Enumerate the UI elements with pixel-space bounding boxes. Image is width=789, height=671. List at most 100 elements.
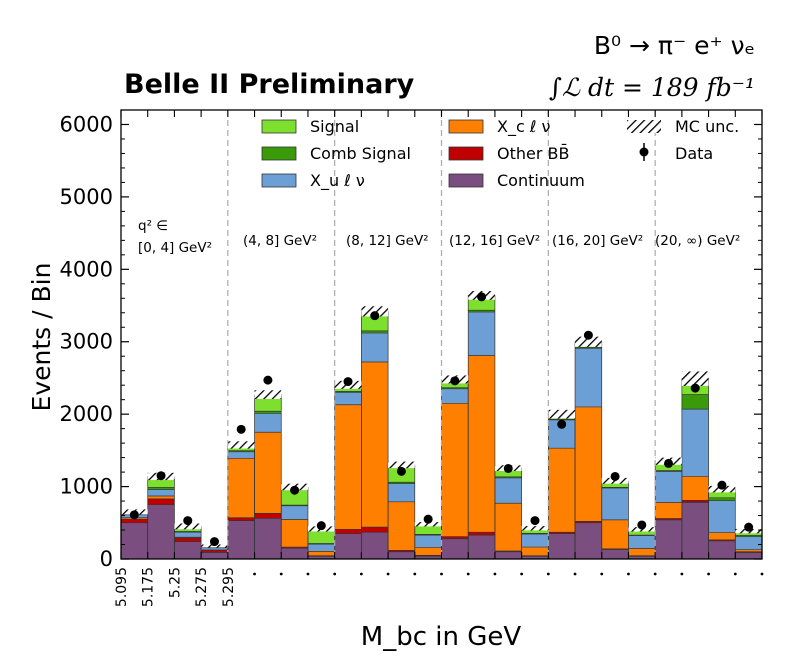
bar-continuum	[254, 518, 282, 559]
bar-other-bb	[147, 498, 175, 505]
bar-continuum	[708, 540, 736, 559]
x-tick-label: 5.25	[167, 567, 183, 598]
mc-unc-band	[548, 409, 576, 419]
data-point	[557, 419, 567, 429]
bar-x-u	[494, 477, 522, 504]
decay-label: B⁰ → π⁻ e⁺ νₑ	[594, 31, 755, 60]
bar-other-bb	[681, 500, 709, 503]
bar-x-u	[681, 409, 709, 477]
bar-x-u	[468, 312, 495, 356]
mc-unc-band	[414, 522, 442, 527]
bar-x-u	[628, 535, 656, 549]
mc-unc-band	[254, 390, 282, 399]
legend-label: MC unc.	[675, 117, 739, 136]
bar-other-bb	[548, 532, 576, 534]
bar-comb-signal	[361, 330, 389, 334]
q2-bin-label: (8, 12] GeV²	[346, 233, 429, 249]
bar-continuum	[201, 552, 228, 559]
bar-x-u	[254, 413, 282, 433]
bar-continuum	[147, 504, 175, 559]
data-point	[450, 376, 460, 386]
bar-continuum	[281, 548, 308, 559]
mc-unc-band	[521, 526, 549, 531]
legend-swatch-mc-unc	[627, 120, 661, 133]
legend-swatch	[448, 173, 484, 188]
data-point	[183, 516, 193, 526]
bar-signal	[708, 489, 736, 498]
bar-other-bb	[441, 536, 469, 539]
y-tick-label: 4000	[60, 257, 113, 281]
data-point	[664, 458, 674, 468]
q2-bin-label: (20, ∞) GeV²	[655, 233, 740, 249]
x-tick-dot	[279, 572, 283, 576]
q2-bin-label: q² ∈	[138, 218, 168, 234]
data-point	[129, 510, 139, 520]
mc-unc-band	[575, 336, 602, 347]
bar-comb-signal	[414, 534, 442, 536]
data-point	[744, 522, 754, 532]
bar-other-bb	[655, 518, 682, 520]
bar-x-c	[147, 495, 175, 499]
bar-x-u	[147, 489, 175, 496]
bar-x-c	[575, 406, 602, 522]
bar-signal	[414, 524, 442, 535]
bar-continuum	[174, 541, 202, 559]
x-tick-dot	[600, 572, 604, 576]
bar-x-c	[334, 404, 362, 530]
y-tick-label: 2000	[60, 402, 113, 426]
bar-comb-signal	[281, 505, 308, 506]
bar-x-u	[174, 532, 202, 538]
bar-other-bb	[388, 550, 415, 552]
bar-x-u	[414, 535, 442, 548]
bar-x-c	[174, 537, 202, 538]
bar-x-c	[735, 549, 762, 552]
data-point	[156, 471, 166, 481]
bar-comb-signal	[521, 533, 549, 535]
bar-x-c	[361, 362, 389, 528]
bar-comb-signal	[575, 347, 602, 349]
bar-continuum	[601, 549, 629, 559]
bar-comb-signal	[708, 497, 736, 501]
bar-other-bb	[361, 527, 389, 533]
q2-bin-label: (4, 8] GeV²	[243, 233, 317, 249]
bar-comb-signal	[334, 391, 362, 393]
x-tick-label: 5.095	[114, 567, 130, 607]
bar-x-u	[227, 451, 255, 459]
bar-x-c	[307, 551, 335, 556]
luminosity-label: ∫ℒ dt = 189 fb⁻¹	[549, 73, 755, 102]
bar-continuum	[628, 556, 656, 559]
bar-x-c	[548, 448, 576, 533]
x-tick-dot	[386, 572, 390, 576]
q2-bin-label: (16, 20] GeV²	[552, 233, 643, 249]
bar-other-bb	[254, 513, 282, 519]
bar-comb-signal	[681, 394, 709, 410]
x-tick-label: 5.175	[141, 567, 157, 607]
bar-x-u	[281, 505, 308, 520]
bar-continuum	[548, 533, 576, 559]
legend-swatch	[261, 119, 297, 134]
bar-continuum	[575, 522, 602, 559]
data-point	[209, 537, 219, 547]
bar-comb-signal	[601, 487, 629, 489]
bar-x-u	[735, 536, 762, 550]
bar-x-c	[655, 502, 682, 519]
bar-continuum	[655, 519, 682, 559]
bar-comb-signal	[147, 487, 175, 490]
bar-signal	[307, 528, 335, 544]
bar-signal	[147, 476, 175, 488]
x-tick-dot	[627, 572, 630, 576]
bar-other-bb	[227, 517, 255, 521]
mc-unc-band	[174, 523, 202, 530]
data-point	[236, 424, 246, 434]
data-point	[530, 516, 540, 526]
x-tick-dot	[733, 572, 737, 576]
legend-label: X_c ℓ ν	[497, 117, 551, 137]
x-tick-label: 5.275	[194, 567, 210, 607]
x-tick-dot	[573, 572, 577, 576]
bar-x-u	[307, 544, 335, 552]
x-tick-dot	[466, 572, 470, 576]
bar-x-c	[521, 547, 549, 556]
bar-x-u	[361, 333, 389, 363]
legend-label: Data	[675, 144, 713, 163]
data-point	[316, 521, 326, 531]
